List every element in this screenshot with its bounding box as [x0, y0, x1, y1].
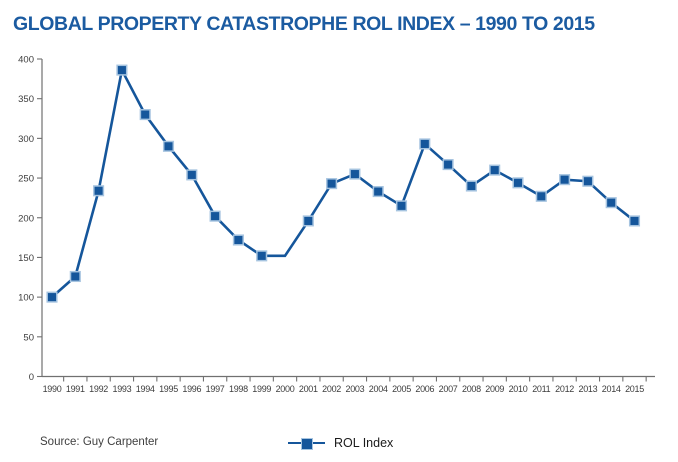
x-tick-label: 1998 — [229, 384, 248, 394]
y-tick-label: 150 — [18, 253, 34, 264]
x-tick-label: 2006 — [415, 384, 434, 394]
x-tick-label: 2009 — [485, 384, 504, 394]
x-tick-label: 2000 — [276, 384, 295, 394]
x-tick-label: 1990 — [43, 384, 62, 394]
data-point-1996 — [186, 169, 198, 181]
data-point-2005 — [395, 200, 408, 212]
data-point-2007 — [442, 159, 454, 171]
y-tick-label: 200 — [18, 213, 34, 224]
data-point-1991 — [69, 270, 81, 283]
source-note: Source: Guy Carpenter — [40, 436, 159, 448]
x-tick-label: 2012 — [555, 384, 574, 394]
data-point-1995 — [162, 140, 175, 152]
legend-label: ROL Index — [334, 436, 394, 450]
x-tick-label: 1993 — [112, 384, 131, 394]
legend-square-marker-icon — [301, 437, 313, 450]
x-tick-label: 1996 — [182, 384, 201, 394]
data-point-2011 — [535, 190, 547, 202]
data-point-1993 — [116, 64, 128, 76]
data-point-2004 — [372, 186, 384, 198]
y-tick-label: 100 — [18, 293, 34, 304]
x-tick-label: 2004 — [369, 384, 388, 394]
x-tick-label: 1999 — [252, 384, 271, 394]
x-tick-label: 2013 — [578, 384, 597, 394]
y-tick-label: 350 — [18, 94, 34, 105]
data-point-2001 — [302, 215, 314, 227]
x-tick-label: 2011 — [532, 384, 550, 394]
x-tick-label: 1994 — [136, 384, 155, 394]
x-tick-label: 1991 — [66, 384, 85, 394]
data-point-1999 — [256, 250, 268, 262]
data-point-2009 — [489, 164, 501, 176]
x-tick-label: 2008 — [462, 384, 481, 394]
x-tick-label: 2015 — [625, 384, 644, 394]
data-point-1998 — [232, 234, 244, 246]
data-point-2013 — [582, 175, 594, 187]
y-tick-label: 50 — [23, 332, 34, 343]
legend-swatch — [288, 436, 325, 450]
x-tick-label: 1995 — [159, 384, 178, 394]
chart-legend: ROL Index — [288, 436, 393, 450]
x-tick-label: 2005 — [392, 384, 411, 394]
data-point-2014 — [605, 197, 617, 209]
data-point-2012 — [559, 174, 571, 186]
x-tick-label: 2002 — [322, 384, 341, 394]
data-point-1997 — [209, 210, 221, 222]
data-point-2010 — [512, 177, 524, 189]
x-tick-label: 2007 — [439, 384, 458, 394]
x-tick-label: 2003 — [345, 384, 364, 394]
y-tick-label: 0 — [29, 372, 34, 383]
data-point-2008 — [465, 180, 477, 192]
data-point-2015 — [628, 215, 641, 227]
y-tick-label: 250 — [18, 174, 34, 185]
y-tick-label: 400 — [18, 55, 34, 66]
chart-title: GLOBAL PROPERTY CATASTROPHE ROL INDEX – … — [13, 13, 595, 35]
data-point-2003 — [349, 168, 361, 180]
data-point-1994 — [139, 109, 151, 121]
data-point-1992 — [93, 185, 105, 197]
x-tick-label: 2014 — [602, 384, 621, 394]
x-tick-label: 2001 — [299, 384, 318, 394]
data-point-2006 — [419, 138, 431, 150]
data-point-1990 — [46, 291, 58, 303]
x-tick-label: 1992 — [89, 384, 108, 394]
y-tick-label: 300 — [18, 134, 34, 145]
x-tick-label: 2010 — [509, 384, 528, 394]
rol-index-line — [51, 66, 636, 299]
x-tick-label: 1997 — [206, 384, 225, 394]
data-point-2002 — [326, 178, 338, 190]
